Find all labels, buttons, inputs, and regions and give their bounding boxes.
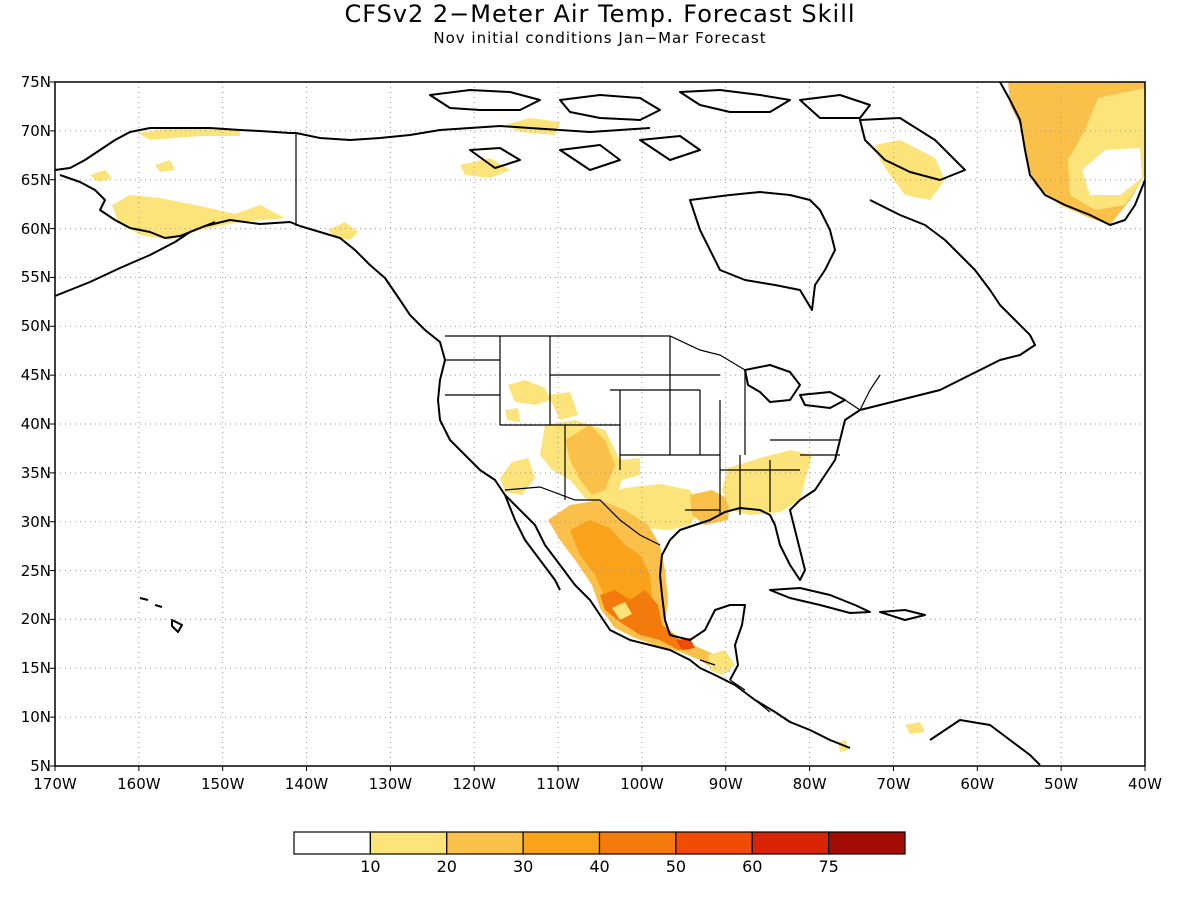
skill-region-caribbean: [905, 722, 925, 734]
skill-region-yukon: [328, 222, 358, 240]
lat-label: 55N: [20, 268, 51, 287]
skill-region-central-america: [708, 650, 735, 675]
skill-region-alaska-north: [155, 160, 175, 172]
colorbar-swatch: [598, 831, 677, 855]
lon-label: 90W: [708, 775, 743, 793]
skill-region-alaska-south: [90, 170, 112, 182]
lon-label: 40W: [1128, 775, 1162, 793]
lon-label: 140W: [284, 775, 329, 793]
lon-label: 150W: [200, 775, 245, 793]
colorbar-label: 20: [436, 857, 457, 876]
skill-region-baffin: [875, 140, 945, 200]
skill-region-southeast: [722, 450, 812, 515]
colorbar-label: 30: [512, 857, 534, 876]
colorbar-label: 75: [818, 857, 839, 876]
lat-label: 45N: [20, 366, 51, 385]
lon-label: 160W: [117, 775, 161, 793]
lat-label: 10N: [20, 708, 51, 727]
skill-region-us-west: [548, 392, 578, 420]
axis-ticks: [50, 81, 1146, 771]
skill-region-us-west: [508, 380, 550, 405]
lon-label: 120W: [452, 775, 496, 793]
lat-label: 50N: [20, 317, 51, 336]
colorbar-label: 10: [360, 857, 381, 876]
lon-label: 110W: [536, 775, 580, 793]
lon-label: 70W: [876, 775, 911, 793]
skill-region-canada-arctic: [505, 118, 560, 135]
colorbar-swatch: [446, 831, 524, 855]
skill-region-us-west: [505, 408, 520, 422]
lat-label: 30N: [20, 512, 51, 531]
skill-region-us-west: [500, 458, 535, 495]
lat-label: 40N: [20, 415, 51, 433]
colorbar-label: 50: [665, 857, 687, 876]
lat-label: 20N: [20, 610, 51, 629]
lon-label: 130W: [368, 775, 413, 793]
colorbar-label: 60: [742, 857, 763, 876]
grid-lines: [55, 82, 1145, 766]
map-subtitle: Nov initial conditions Jan−Mar Forecast: [433, 29, 767, 47]
skill-region-greenland-core: [1082, 148, 1142, 195]
colorbar-swatch: [828, 831, 906, 855]
lon-label: 100W: [620, 775, 664, 793]
lat-label: 65N: [20, 170, 51, 189]
skill-region-canada-arctic: [460, 158, 510, 178]
lat-label: 35N: [20, 463, 51, 482]
skill-region-four-corners: [565, 425, 615, 495]
lat-label: 25N: [20, 561, 51, 580]
political-borders: [295, 133, 881, 713]
coastlines: [54, 81, 1146, 766]
colorbar-swatch: [293, 831, 371, 855]
map-title: CFSv2 2−Meter Air Temp. Forecast Skill: [344, 0, 856, 28]
lon-label: 80W: [792, 775, 827, 793]
colorbar-swatch: [522, 831, 601, 855]
lon-label: 60W: [960, 775, 995, 793]
skill-region-mexico-hotspot: [676, 638, 695, 650]
colorbar: [293, 831, 906, 855]
skill-region-alaska-south: [112, 195, 285, 240]
skill-region-alaska-north: [138, 128, 240, 140]
lat-label: 70N: [20, 121, 51, 140]
lat-label: 60N: [20, 219, 51, 238]
colorbar-label: 40: [589, 857, 610, 876]
skill-regions: [90, 82, 1145, 752]
colorbar-swatch: [369, 831, 448, 855]
lat-label: 75N: [20, 73, 51, 91]
lat-label: 15N: [20, 659, 51, 678]
lon-label: 50W: [1044, 775, 1079, 793]
skill-region-mexico-pocket: [612, 602, 632, 620]
colorbar-swatch: [675, 831, 753, 855]
lon-label: 170W: [33, 775, 77, 793]
lat-label: 5N: [30, 757, 51, 775]
colorbar-swatch: [751, 831, 830, 855]
